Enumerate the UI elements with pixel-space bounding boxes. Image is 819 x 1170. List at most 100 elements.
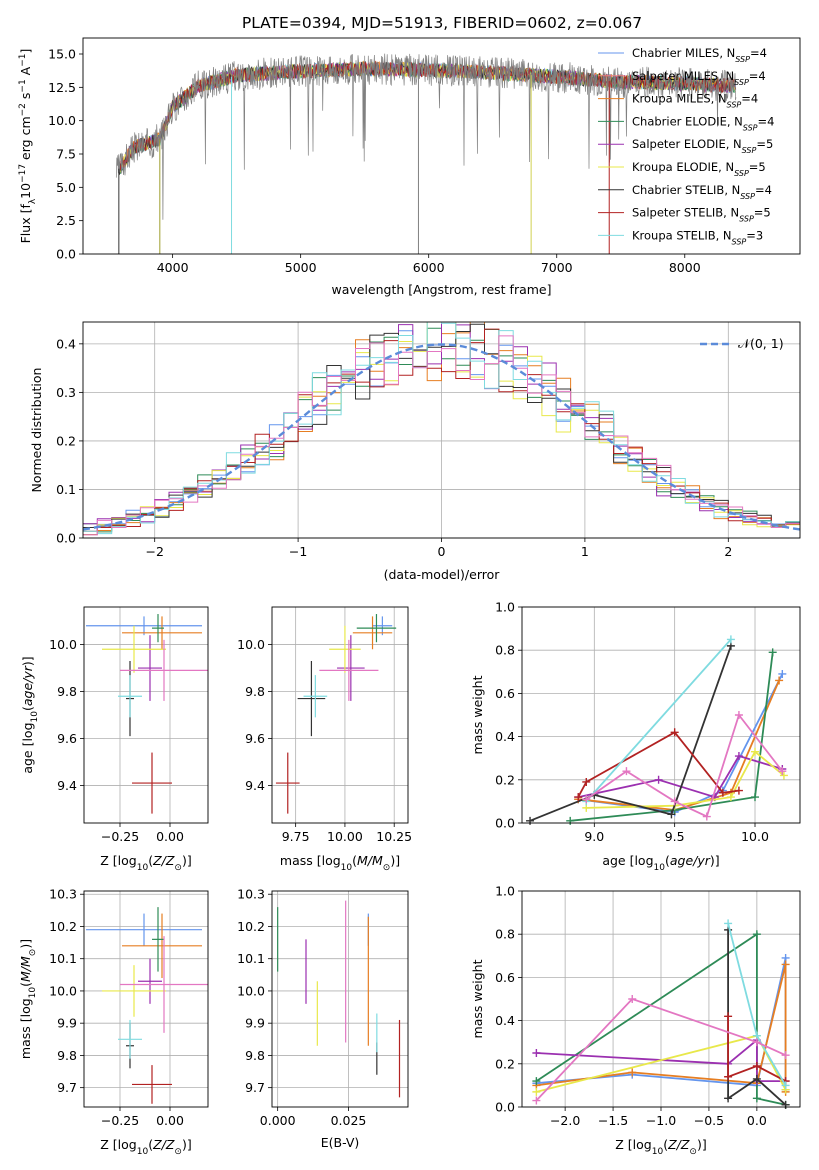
y-tick-label: 0.2 <box>495 772 515 787</box>
y-tick-label: 10.2 <box>237 919 265 934</box>
error-bar-point <box>138 635 162 701</box>
mass-weight-series <box>724 919 790 1090</box>
histogram-step <box>83 335 800 536</box>
legend-entry: Salpeter STELIB, NSSP=5 <box>632 206 771 224</box>
plus-marker <box>734 711 743 719</box>
plus-marker <box>670 728 679 737</box>
plus-marker <box>582 795 591 804</box>
mass-weight-line <box>535 997 786 1102</box>
y-tick-label: 9.8 <box>245 684 265 699</box>
plus-marker <box>726 635 735 644</box>
scatter-y-label: mass [log10(M/M⊙)] <box>18 939 38 1059</box>
mass-weight-line <box>529 645 732 822</box>
mass-weight-series <box>582 711 787 821</box>
plus-marker <box>751 793 760 802</box>
mass-weight-x-label: Z [log10(Z/Z⊙)] <box>615 1137 706 1157</box>
histogram-x-label: (data-model)/error <box>384 567 501 582</box>
error-bar-point <box>120 936 208 1033</box>
scatter-x-label: Z [log10(Z/Z⊙)] <box>100 1137 191 1157</box>
spectrum-title: PLATE=0394, MJD=51913, FIBERID=0602, z=0… <box>242 14 642 32</box>
mass-weight-series <box>724 1012 790 1086</box>
plus-marker <box>718 788 727 797</box>
plus-marker <box>702 812 711 821</box>
histogram-traces <box>83 322 800 536</box>
error-bar-point <box>138 958 162 1004</box>
legend-entry: Kroupa STELIB, NSSP=3 <box>632 228 763 246</box>
spectrum-axes <box>82 37 801 255</box>
plus-marker <box>628 995 637 1003</box>
scatter-axes <box>83 890 209 1108</box>
plus-marker <box>582 777 591 786</box>
error-bar-point <box>329 625 361 673</box>
legend-entry: Chabrier STELIB, NSSP=4 <box>632 183 772 201</box>
mass-weight-y-label: mass weight <box>470 675 485 754</box>
x-tick-label: 10.00 <box>327 829 363 844</box>
y-tick-label: 0.4 <box>56 336 76 351</box>
histogram-step <box>83 328 800 532</box>
plus-marker <box>768 648 777 657</box>
y-tick-label: 10.0 <box>49 983 77 998</box>
mass-weight-x-label: age [log10(age/yr)] <box>602 853 719 873</box>
plus-marker <box>752 1074 761 1083</box>
plus-marker <box>752 1094 761 1103</box>
x-tick-label: 6000 <box>413 260 445 275</box>
error-bar-point <box>132 752 172 814</box>
mass-weight-line <box>585 713 784 818</box>
y-tick-label: 10.0 <box>237 983 265 998</box>
plus-marker <box>724 1094 733 1103</box>
error-bar-point <box>132 1065 172 1104</box>
x-tick-label: 9.75 <box>282 829 310 844</box>
plus-marker <box>781 1081 790 1090</box>
plus-marker <box>532 1096 541 1105</box>
plus-marker <box>724 919 733 928</box>
mass-weight-series <box>532 995 790 1105</box>
plus-marker <box>566 816 575 825</box>
spectrum-x-label: wavelength [Angstrom, rest frame] <box>331 282 551 297</box>
mass-weight-series <box>532 930 790 1109</box>
scatter-axes <box>271 890 409 1108</box>
plus-marker <box>751 747 760 756</box>
y-tick-label: 9.4 <box>245 778 265 793</box>
legend-entry: Kroupa MILES, NSSP=4 <box>632 92 758 110</box>
plus-marker <box>532 1077 541 1086</box>
error-bar-point <box>337 635 365 701</box>
y-tick-label: 0.1 <box>56 482 76 497</box>
plus-marker <box>778 767 787 776</box>
mass-weight-y-label: mass weight <box>470 959 485 1038</box>
error-bar-point <box>275 752 300 814</box>
y-tick-label: 9.8 <box>245 1048 265 1063</box>
y-tick-label: 9.8 <box>57 1048 77 1063</box>
y-tick-label: 0.0 <box>495 1100 515 1115</box>
x-tick-label: 9.5 <box>665 829 685 844</box>
x-tick-label: 4000 <box>157 260 189 275</box>
scatter-x-label: mass [log10(M/M⊙)] <box>280 853 400 873</box>
scatter-axes <box>271 606 409 824</box>
x-tick-label: 0.00 <box>156 829 184 844</box>
error-bar-point <box>352 616 393 650</box>
error-bar-point <box>356 614 397 643</box>
y-tick-label: 12.5 <box>48 80 76 95</box>
error-bar-point <box>122 616 202 650</box>
x-tick-label: 0.0 <box>747 1113 767 1128</box>
legend-entry: Chabrier MILES, NSSP=4 <box>632 46 767 64</box>
y-tick-label: 0.4 <box>495 729 515 744</box>
y-tick-label: 0.2 <box>495 1056 515 1071</box>
y-tick-label: 0.8 <box>495 927 515 942</box>
error-bar-point <box>152 614 164 643</box>
y-tick-label: 0.0 <box>495 816 515 831</box>
y-tick-label: 15.0 <box>48 47 76 62</box>
plus-marker <box>779 771 788 780</box>
x-tick-label: −1 <box>289 544 307 559</box>
error-bar-point <box>86 616 202 636</box>
y-tick-label: 10.0 <box>48 113 76 128</box>
x-tick-label: 8000 <box>669 260 701 275</box>
x-tick-label: −0.25 <box>101 829 139 844</box>
scatter-x-label: Z [log10(Z/Z⊙)] <box>100 853 191 873</box>
y-tick-label: 0.6 <box>495 686 515 701</box>
y-tick-label: 10.2 <box>49 919 77 934</box>
plus-marker <box>724 1012 733 1021</box>
data-spectrum-line <box>115 53 737 220</box>
plus-marker <box>752 1038 761 1047</box>
y-tick-label: 0.4 <box>495 1013 515 1028</box>
legend-entry: Kroupa ELODIE, NSSP=5 <box>632 160 766 178</box>
